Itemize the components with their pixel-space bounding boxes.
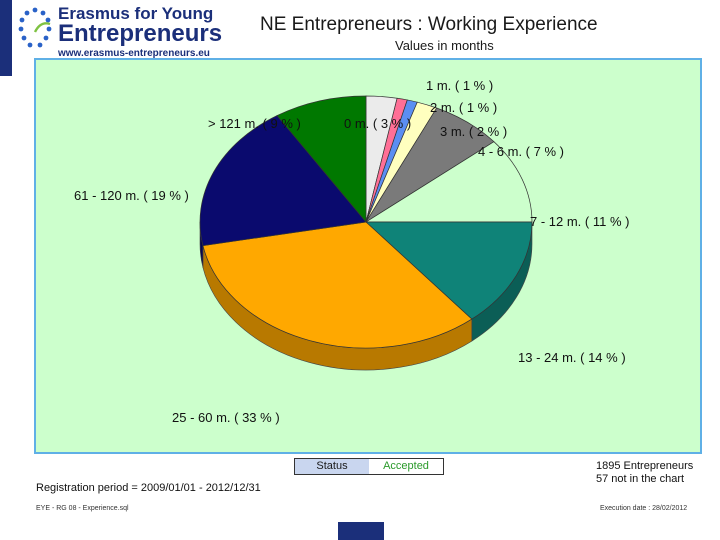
page-title: NE Entrepreneurs : Working Experience — [260, 14, 598, 35]
slice-label-1: 1 m. ( 1 % ) — [426, 78, 493, 93]
logo-line-2: Entrepreneurs — [58, 20, 223, 47]
slice-label-6: 13 - 24 m. ( 14 % ) — [518, 350, 626, 365]
bottom-bar — [338, 522, 384, 540]
pie-slice-9 — [276, 95, 367, 223]
slice-label-3: 3 m. ( 2 % ) — [440, 124, 507, 139]
pie-slice-6 — [365, 221, 533, 320]
pie-chart: 0 m. ( 3 % ) 1 m. ( 1 % ) 2 m. ( 1 % ) 3 m.… — [74, 78, 629, 425]
footer-execution-date: Execution date : 28/02/2012 — [600, 505, 688, 512]
slice-label-2: 2 m. ( 1 % ) — [430, 100, 497, 115]
status-box: Status Accepted — [294, 458, 444, 475]
registration-period: Registration period = 2009/01/01 - 2012/… — [36, 482, 261, 494]
slice-label-8: 61 - 120 m. ( 19 % ) — [74, 188, 189, 203]
not-in-chart: 57 not in the chart — [596, 473, 685, 485]
footer-source: EYE - RG 08 - Experience.sql — [36, 505, 129, 512]
left-accent-band — [0, 0, 12, 76]
chart-panel: 0 m. ( 3 % ) 1 m. ( 1 % ) 2 m. ( 1 % ) 3 m.… — [34, 58, 702, 454]
total-entrepreneurs: 1895 Entrepreneurs — [596, 460, 694, 472]
logo-url[interactable]: www.erasmus-entrepreneurs.eu — [58, 48, 210, 59]
totals: 1895 Entrepreneurs 57 not in the chart — [596, 460, 693, 486]
pie-slice-8 — [199, 115, 367, 247]
erasmus-logo: Erasmus for Young Entrepreneurs www.eras… — [16, 4, 256, 64]
pie-slice-5 — [364, 141, 533, 223]
page-subtitle: Values in months — [395, 38, 494, 53]
pie-slice-7 — [202, 221, 473, 349]
slice-label-7: 25 - 60 m. ( 33 % ) — [172, 410, 280, 425]
logo-line-1: Erasmus for Young — [58, 4, 214, 23]
slice-label-0: 0 m. ( 3 % ) — [344, 116, 411, 131]
status-value: Accepted — [369, 459, 443, 474]
slice-label-9: > 121 m. ( 9 % ) — [208, 116, 301, 131]
slice-label-5: 7 - 12 m. ( 11 % ) — [530, 214, 629, 229]
eu-stars-icon — [18, 7, 52, 48]
slice-label-4: 4 - 6 m. ( 7 % ) — [478, 144, 564, 159]
status-label: Status — [295, 459, 369, 474]
